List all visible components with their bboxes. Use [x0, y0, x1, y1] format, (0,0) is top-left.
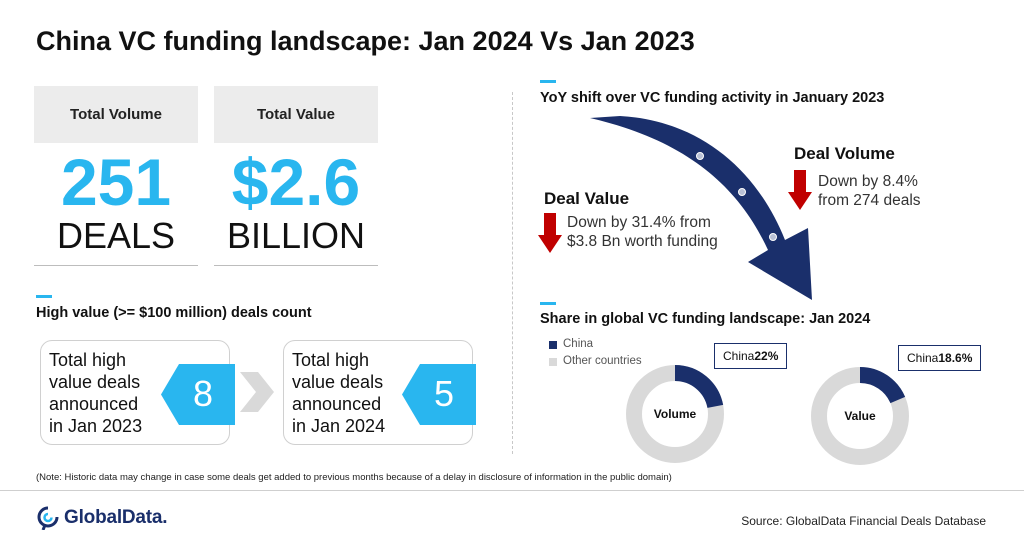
count-2024: 5 [434, 373, 454, 414]
high-value-box-2024: Total high value deals announced in Jan … [283, 340, 476, 445]
section-accent-bar [36, 295, 52, 298]
page-title: China VC funding landscape: Jan 2024 Vs … [36, 26, 695, 56]
share-legend: China Other countries [549, 336, 642, 370]
volume-donut-chart: Volume [626, 365, 724, 463]
legend-swatch-china [549, 340, 557, 349]
high-value-title: High value (>= $100 million) deals count [36, 305, 312, 321]
globaldata-logo-icon [37, 506, 59, 530]
chevron-right-icon [240, 372, 274, 412]
legend-item-china: China [549, 336, 642, 353]
kpi-value-unit: BILLION [226, 215, 366, 256]
high-value-text-2024: Total high value deals announced in Jan … [292, 350, 386, 436]
deal-value-text: Down by 31.4% from $3.8 Bn worth funding [567, 214, 718, 250]
globaldata-logo: GlobalData. [37, 506, 168, 530]
kpi-volume-underline [34, 256, 198, 266]
kpi-volume-label: Total Volume [34, 86, 198, 143]
curved-down-arrow-icon [590, 116, 812, 300]
logo-text: GlobalData. [64, 507, 168, 528]
value-donut-label: Value [844, 409, 876, 423]
section-divider [512, 92, 513, 454]
kpi-value-underline [214, 256, 378, 266]
high-value-box-2023: Total high value deals announced in Jan … [40, 340, 235, 445]
section-accent-bar [540, 80, 556, 83]
china-value-callout: China 18.6% [898, 345, 982, 371]
footer-divider [0, 490, 1024, 491]
deal-volume-text: Down by 8.4% from 274 deals [818, 173, 921, 209]
legend-item-other: Other countries [549, 353, 642, 370]
kpi-total-volume: Total Volume 251 DEALS [34, 86, 198, 266]
count-badge-2024: 5 [402, 364, 476, 425]
kpi-value-value: $2.6 [231, 145, 361, 219]
kpi-volume-unit: DEALS [56, 215, 176, 256]
red-down-arrow-icon [538, 213, 562, 253]
count-2023: 8 [193, 373, 213, 414]
section-accent-bar [540, 302, 556, 305]
footnote: (Note: Historic data may change in case … [36, 472, 672, 483]
donut-slice-china [811, 367, 909, 465]
kpi-value-label: Total Value [214, 86, 378, 143]
deal-volume-title: Deal Volume [794, 144, 895, 163]
share-title: Share in global VC funding landscape: Ja… [540, 311, 871, 327]
count-badge-2023: 8 [161, 364, 235, 425]
kpi-total-value: Total Value $2.6 BILLION [214, 86, 378, 266]
volume-donut-label: Volume [654, 407, 697, 421]
kpi-volume-value: 251 [60, 145, 172, 219]
value-donut-chart: Value [811, 367, 909, 465]
donut-slice-china [626, 365, 724, 463]
red-down-arrow-icon [788, 170, 812, 210]
legend-swatch-other [549, 357, 557, 366]
source-text: Source: GlobalData Financial Deals Datab… [741, 514, 986, 528]
high-value-text-2023: Total high value deals announced in Jan … [49, 350, 143, 436]
yoy-title: YoY shift over VC funding activity in Ja… [540, 90, 885, 106]
deal-value-title: Deal Value [544, 189, 630, 208]
china-volume-callout: China 22% [714, 343, 788, 369]
